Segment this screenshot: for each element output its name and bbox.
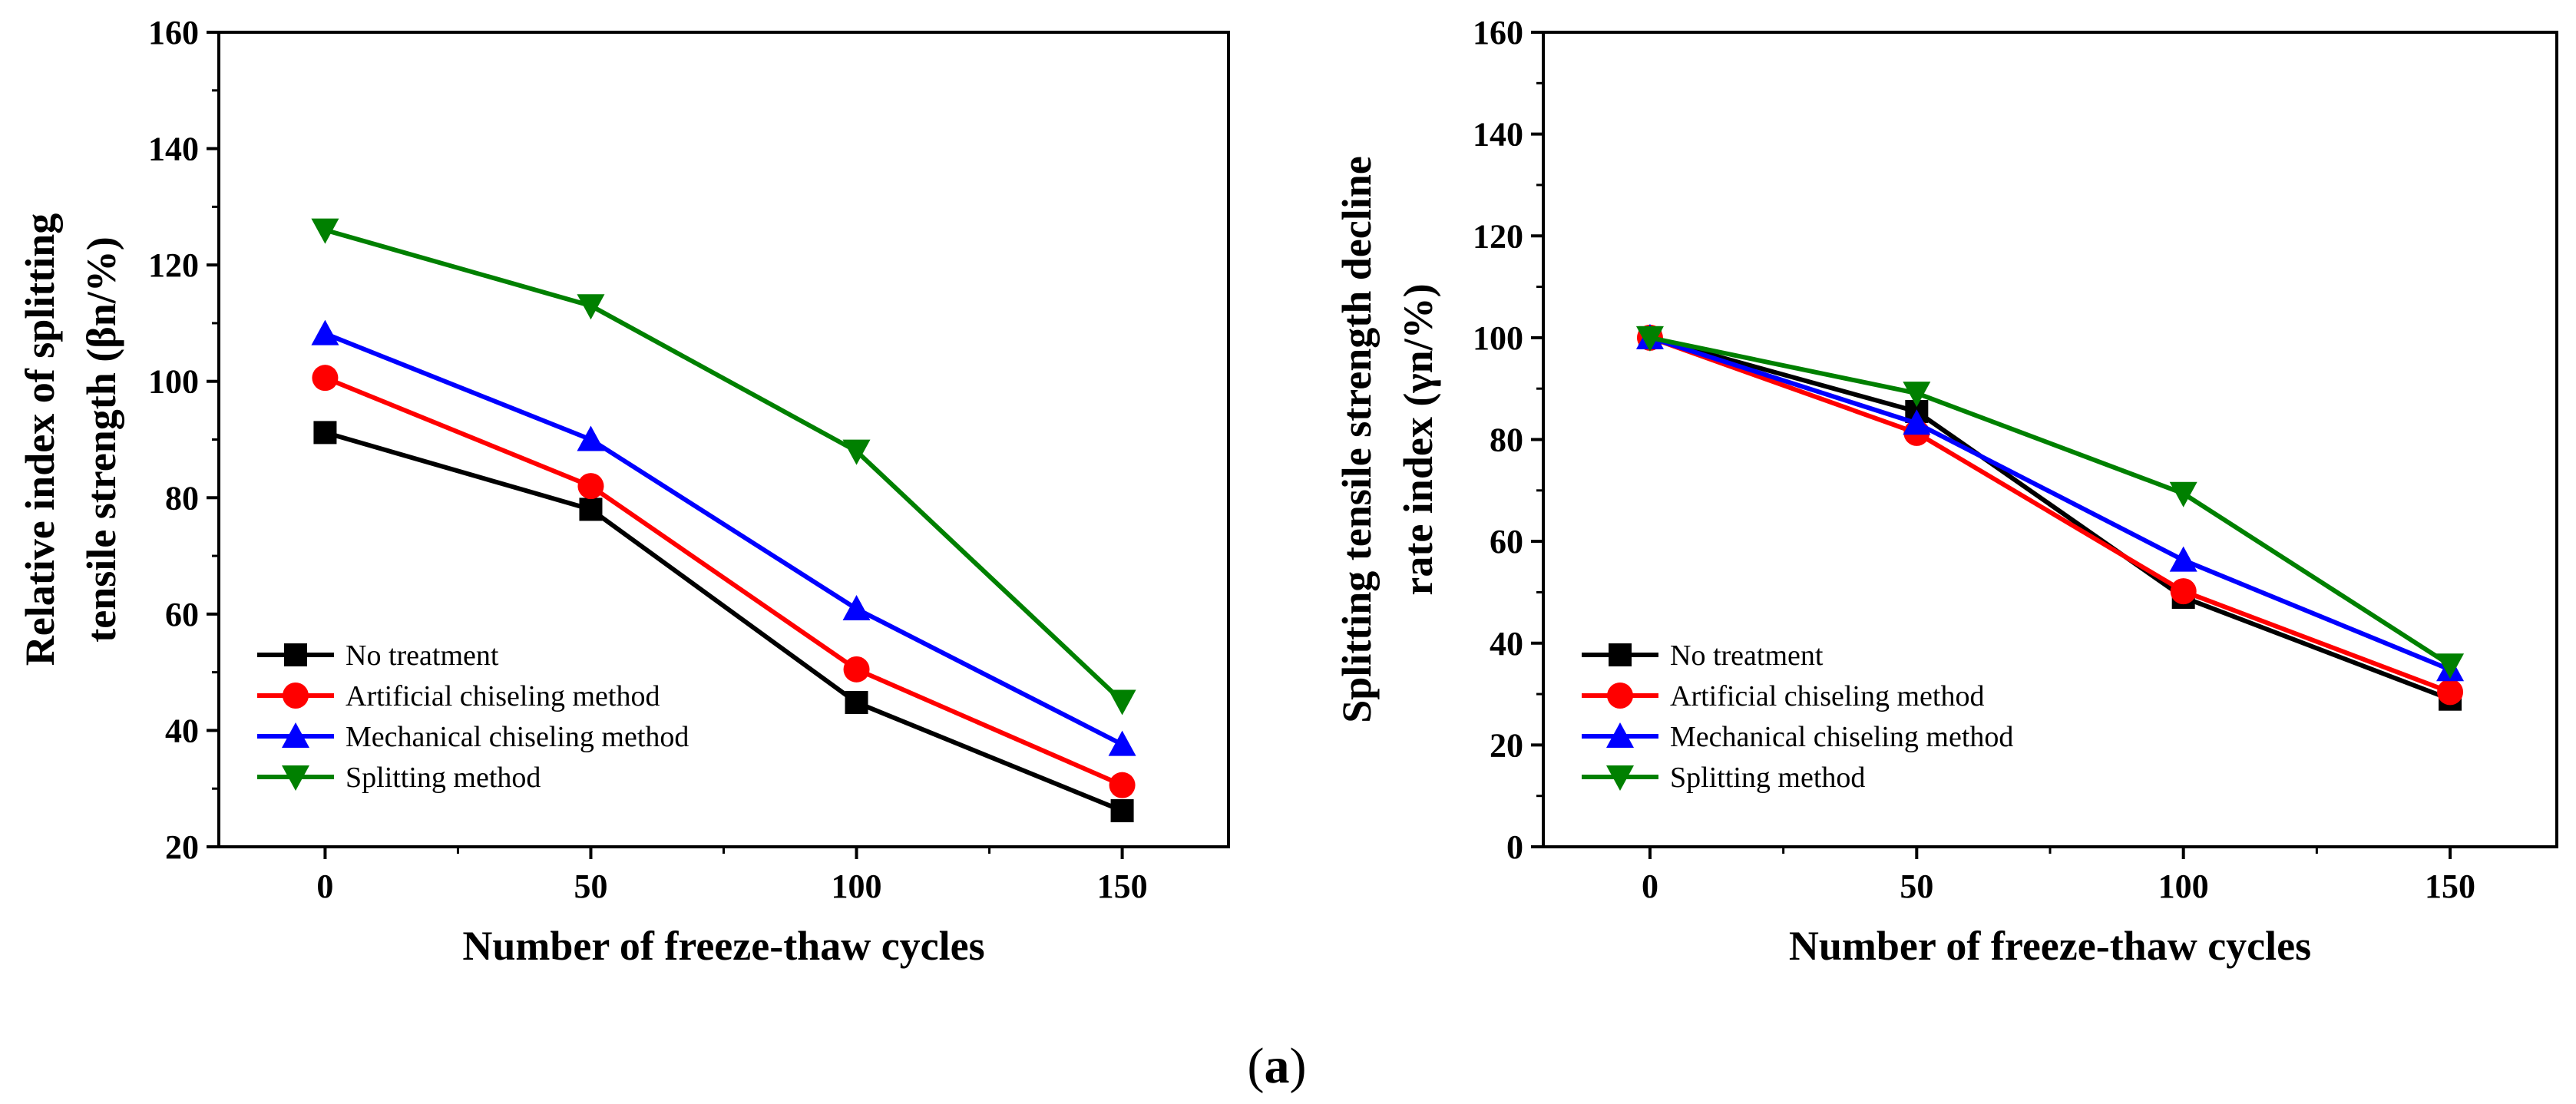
x-tick-label: 150 [1097, 868, 1148, 905]
chart-panel-right: 0 20 40 60 80 100 120 140 160 0 50 100 150 Number of … [1334, 14, 2558, 969]
series [313, 421, 1134, 823]
x-tick-label: 150 [2425, 868, 2475, 905]
data-point [2436, 653, 2465, 679]
y-tick-label: 40 [1490, 625, 1523, 663]
legend-label: Mechanical chiseling method [1670, 721, 2013, 753]
y-tick-label: 160 [148, 14, 199, 51]
data-point [843, 656, 870, 683]
series [1635, 323, 2465, 682]
series [1635, 326, 2465, 679]
data-point [845, 691, 868, 715]
y-axis-title-line: Splitting tensile strength decline [1334, 156, 1380, 723]
legend-marker [284, 643, 307, 666]
data-point [311, 319, 339, 345]
data-point [2437, 679, 2464, 706]
data-point [2169, 481, 2197, 507]
data-point [1108, 689, 1136, 716]
legend: No treatment Artificial chiseling method M… [257, 640, 689, 794]
series-line [324, 375, 1123, 788]
legend-marker [1606, 765, 1634, 791]
series-line [1649, 335, 2452, 673]
y-tick-label: 40 [165, 712, 199, 749]
data-point [1635, 326, 1664, 352]
caption-close-paren: ) [1290, 1038, 1307, 1094]
legend-marker [1607, 683, 1633, 709]
legend-label: Artificial chiseling method [346, 680, 660, 712]
series-line [1648, 335, 2452, 695]
series [311, 218, 1136, 716]
data-point [2170, 578, 2197, 605]
series [311, 319, 1136, 756]
y-tick-label: 80 [165, 479, 199, 517]
caption-letter: a [1265, 1038, 1290, 1094]
y-tick-label: 100 [1473, 319, 1523, 357]
data-point [1109, 772, 1136, 798]
series-line [324, 227, 1124, 703]
series-line [324, 430, 1123, 813]
data-point [577, 473, 604, 500]
y-tick-label: 100 [148, 363, 199, 401]
y-axis-title-line: Relative index of splitting [17, 213, 63, 666]
data-point [1108, 730, 1136, 756]
legend-label: No treatment [1670, 640, 1824, 672]
legend-label: Splitting method [1670, 762, 1865, 794]
x-tick-label: 50 [1900, 868, 1933, 905]
data-point [579, 497, 603, 521]
y-tick-label: 140 [148, 131, 199, 168]
y-axis-title-line: rate index (γn/%) [1395, 283, 1441, 595]
legend-marker [282, 765, 309, 791]
legend-label: Splitting method [346, 762, 541, 794]
x-axis-title: Number of freeze-thaw cycles [1789, 923, 2311, 969]
data-point [1903, 409, 1931, 435]
y-tick-label: 20 [165, 828, 199, 866]
data-point [312, 365, 339, 392]
y-axis-title-line: tensile strength (βn/%) [78, 236, 124, 642]
legend-label: Mechanical chiseling method [346, 721, 689, 753]
series-line [1649, 335, 2452, 667]
data-point [577, 425, 605, 451]
legend-marker [283, 683, 309, 709]
legend-marker [1609, 643, 1632, 666]
x-axis-title: Number of freeze-thaw cycles [462, 923, 984, 969]
legend-marker [1606, 722, 1634, 748]
x-tick-label: 100 [832, 868, 882, 905]
y-tick-label: 120 [1473, 217, 1523, 255]
data-point [1903, 382, 1931, 408]
series-line [1649, 335, 2452, 702]
legend-label: No treatment [346, 640, 499, 672]
caption-open-paren: ( [1248, 1038, 1265, 1094]
y-tick-label: 120 [148, 246, 199, 284]
legend-marker [282, 722, 309, 748]
data-point [842, 595, 871, 621]
series-line [324, 331, 1123, 747]
y-tick-label: 60 [165, 596, 199, 633]
y-tick-label: 140 [1473, 116, 1523, 154]
data-point [311, 218, 339, 244]
data-point [577, 294, 605, 320]
data-point [313, 421, 337, 445]
x-tick-label: 100 [2158, 868, 2209, 905]
legend: No treatment Artificial chiseling method M… [1582, 640, 2013, 794]
y-tick-label: 160 [1473, 14, 1523, 51]
x-tick-label: 50 [574, 868, 607, 905]
y-tick-label: 0 [1506, 828, 1523, 866]
chart-panel-left: 20 40 60 80 100 120 140 160 0 50 100 150 Number of f… [17, 14, 1230, 969]
y-tick-label: 80 [1490, 421, 1523, 459]
data-point [842, 439, 871, 465]
legend-label: Artificial chiseling method [1670, 680, 1984, 712]
y-tick-label: 20 [1490, 726, 1523, 764]
data-point [1110, 799, 1134, 823]
y-tick-label: 60 [1490, 523, 1523, 560]
x-tick-label: 0 [316, 868, 333, 905]
data-point [2169, 546, 2197, 572]
figure-caption: (a) [1248, 1038, 1307, 1094]
series [312, 365, 1136, 798]
x-tick-label: 0 [1642, 868, 1658, 905]
